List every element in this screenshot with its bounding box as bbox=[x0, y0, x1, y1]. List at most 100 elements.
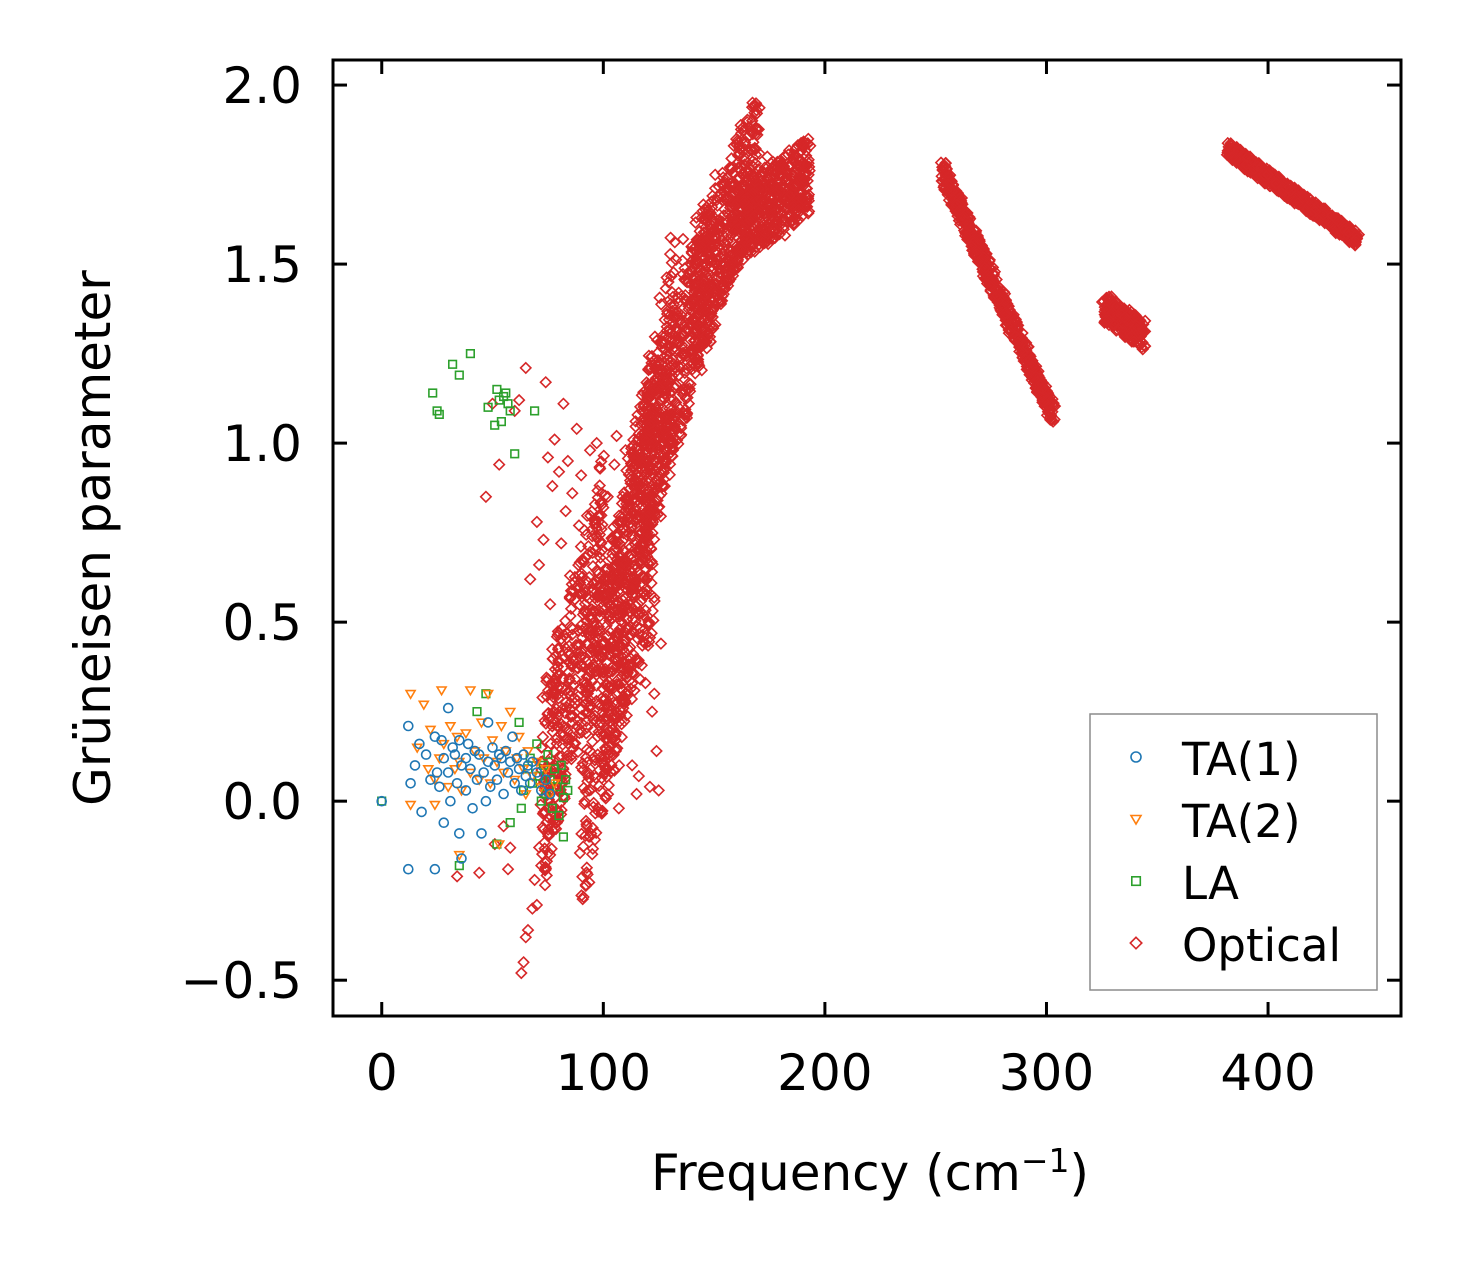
la-point bbox=[501, 388, 511, 398]
optical-band-point bbox=[565, 577, 579, 591]
optical-band-point bbox=[545, 685, 559, 699]
la-point bbox=[428, 388, 438, 398]
optical-band-point bbox=[573, 723, 587, 736]
la-point bbox=[529, 406, 540, 416]
optical-band-point bbox=[657, 392, 671, 405]
optical-band-point bbox=[659, 377, 673, 390]
optical-band-point bbox=[630, 540, 644, 554]
optical-band-point bbox=[680, 408, 694, 422]
optical-band-point bbox=[711, 214, 724, 228]
optical-band-point bbox=[776, 206, 790, 219]
optical-band-point bbox=[732, 139, 746, 153]
optical-band-point bbox=[978, 257, 992, 271]
optical-point bbox=[521, 923, 535, 937]
optical-band-point bbox=[798, 173, 811, 187]
legend-markers bbox=[1129, 751, 1143, 950]
ta-2-point bbox=[486, 736, 499, 747]
optical-band-point bbox=[741, 113, 754, 127]
ta-2-point bbox=[493, 840, 506, 851]
optical-point bbox=[530, 898, 544, 912]
optical-band-point bbox=[732, 185, 745, 199]
la-point bbox=[543, 749, 553, 760]
optical-band-point bbox=[738, 180, 752, 194]
optical-band-point bbox=[674, 421, 688, 435]
optical-band-point bbox=[644, 514, 658, 528]
optical-band-point bbox=[747, 228, 761, 241]
optical-band-point bbox=[724, 228, 738, 242]
optical-band-point bbox=[564, 609, 577, 623]
x-axis-label-main: Frequency (cm bbox=[651, 1144, 1021, 1202]
optical-band-point bbox=[541, 673, 554, 686]
ta-1-point bbox=[434, 781, 445, 793]
ta-1-point bbox=[489, 760, 501, 771]
optical-band-point bbox=[556, 702, 570, 715]
ta-2-point bbox=[422, 764, 435, 775]
optical-band-point bbox=[651, 494, 664, 507]
optical-band-point bbox=[575, 827, 588, 841]
ta-1-point bbox=[513, 763, 525, 775]
optical-band-point bbox=[576, 840, 590, 853]
optical-band-point bbox=[581, 706, 595, 720]
optical-band-point bbox=[722, 275, 736, 288]
optical-band-point bbox=[1106, 299, 1120, 313]
optical-band-point bbox=[633, 673, 647, 686]
optical-band-point bbox=[752, 123, 766, 136]
optical-band-point bbox=[1029, 369, 1043, 383]
optical-band-point bbox=[701, 304, 715, 317]
ta-1-point bbox=[476, 828, 487, 839]
optical-band-point bbox=[1013, 345, 1026, 358]
optical-point bbox=[523, 572, 537, 586]
la-point bbox=[558, 832, 568, 842]
ta-2-point bbox=[448, 764, 461, 775]
optical-band-point bbox=[981, 269, 994, 282]
optical-band-point bbox=[668, 410, 682, 424]
optical-band-point bbox=[535, 741, 549, 754]
optical-band-point bbox=[734, 241, 747, 255]
optical-band-point bbox=[594, 551, 607, 565]
optical-band-point bbox=[651, 400, 665, 413]
x-tick-label: 300 bbox=[999, 1044, 1094, 1102]
optical-band-point bbox=[716, 171, 730, 184]
optical-band-point bbox=[600, 762, 613, 776]
optical-band-point bbox=[768, 205, 782, 218]
ta-1-point bbox=[487, 742, 498, 753]
optical-band-point bbox=[576, 764, 590, 777]
optical-band-point bbox=[697, 336, 710, 349]
optical-point bbox=[721, 193, 734, 206]
optical-band-point bbox=[552, 705, 566, 719]
optical-band-point bbox=[542, 827, 556, 841]
ta-1-point bbox=[405, 777, 416, 789]
optical-point bbox=[512, 393, 526, 407]
optical-point bbox=[787, 178, 801, 192]
optical-point bbox=[519, 930, 533, 944]
optical-band-point bbox=[641, 391, 654, 405]
optical-band-point bbox=[639, 401, 653, 415]
optical-point bbox=[543, 848, 557, 862]
optical-band-point bbox=[717, 250, 731, 264]
optical-point bbox=[791, 204, 805, 217]
optical-point bbox=[734, 164, 748, 178]
optical-point bbox=[517, 955, 530, 969]
ta-1-point bbox=[429, 863, 441, 875]
optical-band-point bbox=[607, 543, 621, 556]
optical-band-point bbox=[548, 816, 562, 830]
optical-band-point bbox=[1304, 207, 1318, 221]
optical-band-point bbox=[552, 626, 566, 640]
optical-band-point bbox=[702, 253, 716, 267]
optical-band-point bbox=[575, 725, 589, 739]
ta-1-point bbox=[462, 738, 474, 750]
optical-band-point bbox=[635, 456, 649, 470]
optical-band-point bbox=[583, 830, 597, 843]
legend-marker-optical bbox=[1129, 936, 1143, 950]
optical-band-point bbox=[802, 156, 815, 170]
optical-band-point bbox=[702, 204, 716, 218]
optical-band-point bbox=[1037, 395, 1051, 408]
optical-band-point bbox=[626, 529, 640, 543]
optical-point bbox=[550, 816, 564, 829]
ta-1-point bbox=[442, 702, 454, 714]
scatter-points bbox=[376, 96, 1366, 980]
x-tick-label: 200 bbox=[777, 1044, 872, 1102]
optical-point bbox=[552, 465, 566, 479]
ta-1-point bbox=[482, 717, 494, 728]
optical-band-point bbox=[605, 758, 618, 772]
